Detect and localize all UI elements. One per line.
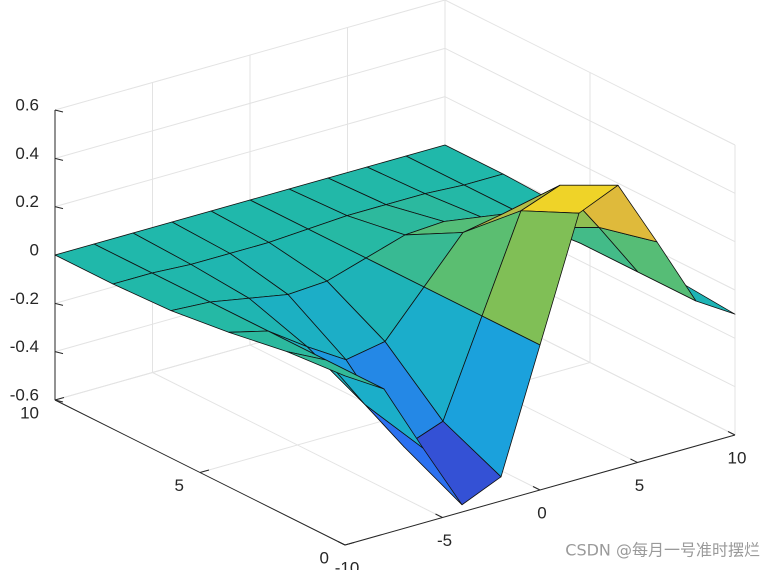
z-tick-label: 0.2 [15, 192, 39, 211]
z-tick [54, 206, 64, 210]
x-tick [630, 458, 638, 463]
y-tick [344, 542, 355, 546]
z-tick [54, 302, 64, 306]
grid-line [444, 96, 736, 243]
watermark: CSDN @每月一号准时摆烂 [565, 541, 760, 560]
grid-line [54, 96, 446, 208]
surface-patch [286, 351, 385, 390]
x-tick-label: -5 [437, 531, 452, 550]
z-tick-label: -0.6 [10, 385, 39, 404]
x-tick-label: -10 [335, 558, 360, 570]
x-tick [532, 486, 541, 491]
x-tick [435, 513, 443, 518]
x-tick-label: 0 [537, 503, 546, 522]
z-tick-label: 0.6 [15, 95, 39, 114]
x-tick-label: 5 [635, 476, 644, 495]
y-tick-label: 10 [20, 403, 39, 422]
x-tick-label: 10 [728, 448, 747, 467]
grid-line [54, 47, 446, 159]
z-tick [54, 351, 64, 355]
y-tick [54, 397, 65, 401]
y-tick-label: 0 [320, 548, 329, 567]
x-tick [727, 431, 736, 436]
z-tick [54, 399, 64, 403]
y-tick [199, 469, 210, 473]
z-tick-label: 0 [30, 240, 39, 259]
z-tick [54, 109, 64, 113]
z-tick-label: -0.4 [10, 337, 39, 356]
y-tick-label: 5 [175, 476, 184, 495]
grid-line [54, 0, 446, 111]
z-tick-label: 0.4 [15, 144, 39, 163]
z-tick [54, 157, 64, 161]
x-tick [337, 541, 346, 546]
grid-line [444, 0, 736, 146]
z-tick-label: -0.2 [10, 289, 39, 308]
grid-line [444, 47, 736, 194]
